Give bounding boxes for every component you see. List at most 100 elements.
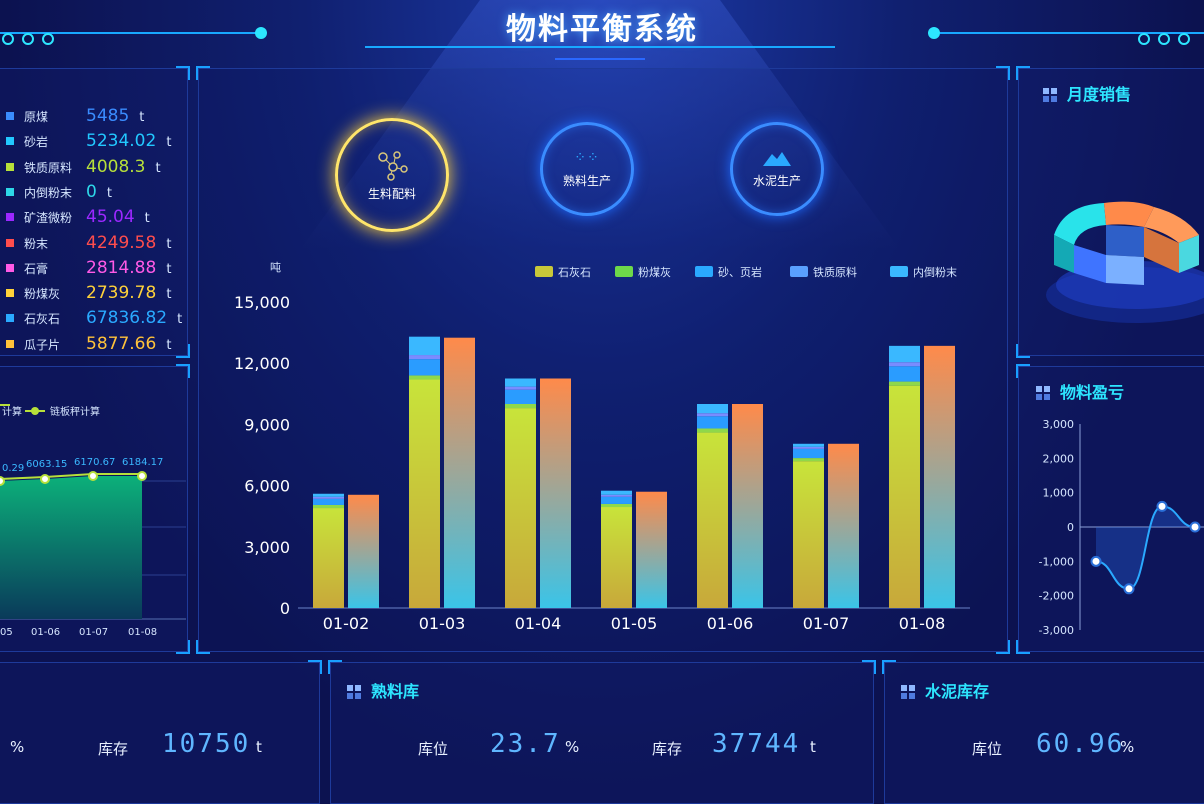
data-point — [137, 471, 147, 481]
area-fill — [0, 476, 142, 619]
y-tick-label: 15,000 — [234, 293, 290, 312]
bar-segment — [601, 503, 632, 508]
legend-label: 石灰石 — [558, 265, 591, 279]
material-swatch — [6, 213, 14, 222]
bar-raw-meal — [540, 378, 571, 608]
bar-segment — [313, 493, 344, 497]
material-row: 粉末 4249.58 t — [6, 233, 171, 255]
y-tick-label: 1,000 — [1043, 487, 1075, 500]
data-point — [88, 471, 98, 481]
clinker-stock-unit: t — [810, 738, 816, 756]
page-title: 物料平衡系统 — [506, 12, 698, 47]
grid-icon — [901, 685, 915, 699]
material-name: 粉末 — [24, 236, 49, 251]
bar-segment — [793, 461, 824, 608]
legend-swatch — [615, 266, 633, 277]
title-underline-short — [555, 58, 645, 60]
material-name: 内倒粉末 — [24, 185, 73, 200]
panel-corner — [328, 660, 342, 674]
bar-segment — [601, 507, 632, 608]
bar-raw-meal — [828, 443, 859, 608]
raw-batching-label: 生料配料 — [367, 186, 416, 201]
bar-segment — [889, 345, 920, 363]
clinker-production-label: 熟料生产 — [562, 173, 611, 188]
clinker-pos-value: 23.7 — [490, 729, 561, 759]
bar-segment — [313, 508, 344, 608]
y-unit-label: 吨 — [270, 261, 281, 274]
panel-corner — [308, 660, 322, 674]
smooth-line — [1095, 505, 1196, 590]
bar-segment — [313, 504, 344, 509]
y-tick-label: -3,000 — [1039, 624, 1074, 637]
bar-segment — [697, 428, 728, 433]
panel-corner — [996, 640, 1010, 654]
y-tick-label: 6,000 — [244, 477, 290, 496]
cement-pos-unit: % — [1120, 738, 1135, 756]
material-row: 原煤 5485 t — [6, 106, 144, 128]
value-label-3: 6184.17 — [122, 457, 163, 468]
value-label-1: 6063.15 — [26, 459, 67, 470]
data-point — [1090, 555, 1102, 567]
panel-corner — [176, 364, 190, 378]
material-name: 铁质原料 — [24, 160, 73, 175]
bar-segment — [697, 413, 728, 417]
bar-segment — [889, 366, 920, 382]
mountain-icon — [763, 151, 791, 166]
bar-segment — [889, 381, 920, 386]
material-swatch — [6, 263, 14, 272]
profit-loss-title: 物料盈亏 — [1036, 379, 1124, 403]
material-row: 矿渣微粉 45.04 t — [6, 207, 150, 229]
bar-raw-meal — [732, 404, 763, 608]
bar-segment — [409, 379, 440, 608]
panel-corner — [176, 640, 190, 654]
data-point — [1123, 583, 1135, 595]
panel-corner — [176, 344, 190, 358]
bar-segment — [793, 446, 824, 449]
clinker-title: 熟料库 — [347, 678, 419, 702]
bar-raw-meal — [924, 345, 955, 608]
material-unit: t — [166, 135, 172, 151]
y-tick-label: 3,000 — [244, 538, 290, 557]
material-value: 4249.58 — [86, 232, 157, 253]
y-tick-label: 9,000 — [244, 415, 290, 434]
material-row: 砂岩 5234.02 t — [6, 131, 171, 153]
bar-segment — [505, 389, 536, 404]
cement-production-button[interactable]: 水泥生产 — [730, 122, 824, 216]
legend-swatch — [790, 266, 808, 277]
value-label-2: 6170.67 — [74, 457, 115, 468]
clinker-pos-unit: % — [565, 738, 580, 756]
material-swatch — [6, 112, 14, 120]
panel-corner — [196, 66, 210, 80]
bottom-left-pct-unit: % — [10, 738, 25, 756]
material-row: 石灰石 67836.82 t — [6, 308, 182, 330]
header-line-right — [940, 32, 1204, 34]
y-tick-label: 0 — [1067, 521, 1074, 534]
legend-swatch — [535, 266, 553, 277]
clinker-pos-label: 库位 — [418, 740, 449, 758]
legend-label: 粉煤灰 — [638, 265, 671, 279]
data-point — [1156, 500, 1168, 512]
legend-label-0: 计算 — [2, 405, 22, 418]
bar-segment — [505, 404, 536, 409]
material-name: 粉煤灰 — [24, 287, 61, 302]
material-value: 4008.3 — [86, 156, 146, 177]
grid-icon — [1043, 88, 1057, 102]
x-label-2: 01-07 — [79, 627, 108, 638]
bottom-left-stock-unit: t — [256, 738, 262, 756]
raw-batching-button[interactable]: 生料配料 — [335, 118, 449, 232]
material-unit: t — [177, 312, 183, 328]
y-tick-label: -1,000 — [1039, 555, 1074, 568]
panel-corner — [176, 66, 190, 80]
clinker-production-button[interactable]: ⁘⁘ 熟料生产 — [540, 122, 634, 216]
cement-panel — [884, 662, 1204, 804]
bar-segment — [697, 432, 728, 608]
material-row: 内倒粉末 0 t — [6, 182, 112, 204]
material-value: 45.04 — [86, 207, 135, 228]
y-tick-label: 3,000 — [1043, 418, 1075, 431]
bar-raw-meal — [636, 491, 667, 608]
material-unit: t — [106, 185, 112, 201]
bar-segment — [793, 458, 824, 462]
material-value: 5877.66 — [86, 333, 157, 354]
material-value: 5485 — [86, 106, 130, 126]
material-value: 67836.82 — [86, 308, 168, 329]
